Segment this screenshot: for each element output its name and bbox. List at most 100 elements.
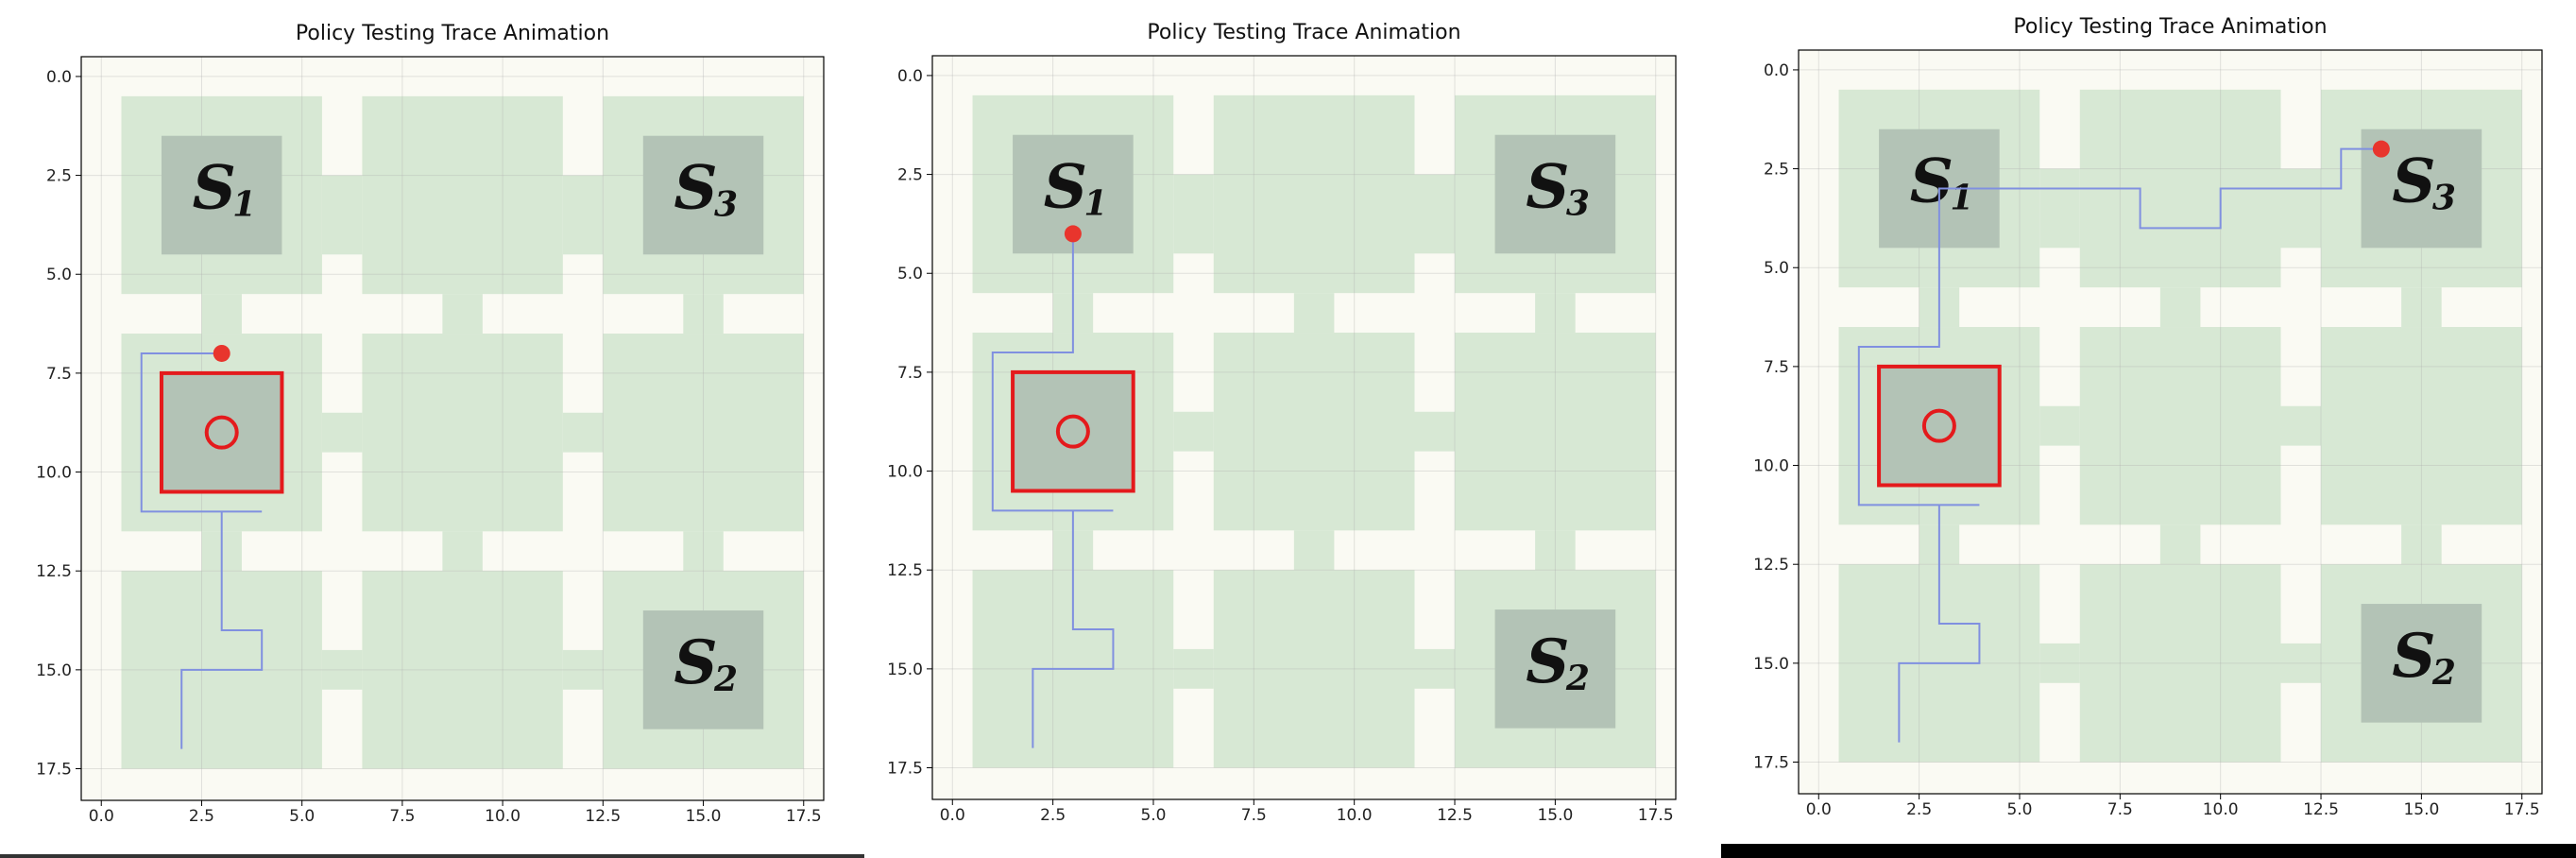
room-5 (2079, 327, 2281, 525)
door-12 (683, 531, 724, 572)
y-tick-label: 7.5 (46, 365, 72, 384)
y-tick-label: 17.5 (887, 760, 923, 779)
room-6 (1455, 333, 1656, 531)
room-8 (362, 571, 563, 769)
y-tick-label: 0.0 (46, 68, 72, 87)
y-tick-label: 2.5 (897, 166, 923, 185)
region-s2 (642, 610, 764, 729)
door-5 (321, 649, 363, 690)
region-s2 (2361, 604, 2482, 723)
chart-panel-3: S 1 S 3 S 2 0.0 2.5 5.0 7.5 10.0 12.5 15.0 17.5 0.0 2.5… (1721, 0, 2576, 858)
region-highlight-box (1877, 364, 2002, 488)
region-glyph-s3: S (1526, 152, 1569, 223)
door-11 (442, 531, 483, 572)
y-tick-label: 12.5 (887, 561, 923, 580)
door-8 (442, 294, 483, 335)
trace-line (991, 233, 1115, 748)
region-highlight-box (159, 370, 284, 494)
region-s3 (1494, 134, 1616, 254)
door-4 (1414, 411, 1456, 452)
x-tick-label: 7.5 (2107, 800, 2133, 819)
x-tick-label: 2.5 (189, 807, 214, 826)
room-2 (362, 95, 563, 295)
region-glyph-subscript: 1 (232, 185, 256, 225)
x-tick-label: 7.5 (1241, 806, 1267, 825)
chart-title: Policy Testing Trace Animation (1147, 21, 1460, 44)
x-tick-label: 12.5 (1437, 806, 1473, 825)
agent-marker (1064, 225, 1082, 243)
x-tick-label: 15.0 (686, 807, 722, 826)
region-glyph-subscript: 3 (714, 185, 738, 225)
region-s2 (1494, 609, 1616, 729)
door-6 (2280, 643, 2322, 683)
obstacle-glyph (1921, 408, 1956, 443)
region-glyph-s2: S (1526, 626, 1569, 697)
y-tick-label: 15.0 (1753, 655, 1789, 674)
region-glyph-subscript: 2 (713, 660, 738, 699)
agent-marker (2372, 140, 2390, 158)
bottom-border-1 (0, 854, 864, 858)
axes-frame (80, 56, 825, 801)
door-8 (2159, 287, 2201, 328)
x-tick-label: 5.0 (2006, 800, 2032, 819)
region-glyph-s2: S (674, 627, 717, 698)
region-glyph-s3: S (674, 153, 717, 224)
door-6 (562, 649, 604, 690)
y-tick-label: 5.0 (897, 265, 923, 283)
door-4 (2280, 405, 2322, 446)
region-o (1879, 366, 2000, 486)
room-5 (362, 334, 563, 532)
region-glyph-s3: S (2392, 146, 2435, 217)
x-tick-label: 15.0 (2403, 800, 2439, 819)
door-2 (562, 175, 604, 255)
x-tick-label: 5.0 (289, 807, 315, 826)
door-9 (683, 294, 724, 335)
door-2 (2280, 168, 2322, 249)
region-s3 (642, 135, 764, 255)
door-8 (1293, 293, 1335, 334)
door-1 (1173, 174, 1214, 254)
region-glyph-s1: S (1910, 146, 1953, 217)
agent-marker (213, 344, 230, 362)
x-tick-label: 17.5 (1638, 806, 1674, 825)
door-9 (1535, 293, 1576, 334)
region-highlight-box (1011, 369, 1135, 493)
region-glyph-s1: S (1044, 152, 1087, 223)
x-tick-label: 10.0 (2203, 800, 2239, 819)
y-tick-label: 5.0 (46, 266, 72, 284)
door-1 (2039, 168, 2080, 249)
region-glyph-subscript: 1 (1083, 184, 1107, 224)
chart-title: Policy Testing Trace Animation (2013, 15, 2327, 39)
y-tick-label: 7.5 (1764, 358, 1789, 377)
y-tick-label: 5.0 (1764, 259, 1789, 278)
chart-panel-2: S 1 S 3 S 2 0.0 2.5 5.0 7.5 10.0 12.5 15.0 17.5 0.0 2.5… (862, 0, 1721, 858)
x-tick-label: 15.0 (1537, 806, 1573, 825)
x-tick-label: 10.0 (1337, 806, 1373, 825)
trace-line (140, 352, 264, 749)
y-tick-label: 0.0 (897, 67, 923, 86)
x-tick-label: 0.0 (940, 806, 965, 825)
region-glyph-subscript: 3 (1566, 184, 1590, 224)
obstacle-glyph (1055, 414, 1090, 449)
y-tick-label: 2.5 (46, 167, 72, 186)
x-tick-label: 10.0 (485, 807, 520, 826)
room-8 (2079, 564, 2281, 763)
door-5 (1173, 648, 1214, 689)
door-4 (562, 412, 604, 453)
door-12 (2401, 524, 2442, 565)
region-glyph-subscript: 3 (2432, 179, 2456, 218)
x-tick-label: 0.0 (89, 807, 114, 826)
x-tick-label: 17.5 (2504, 800, 2540, 819)
door-2 (1414, 174, 1456, 254)
door-3 (2039, 405, 2080, 446)
y-tick-label: 10.0 (1753, 457, 1789, 476)
axes-frame (1798, 49, 2543, 795)
x-tick-label: 7.5 (389, 807, 415, 826)
y-tick-label: 10.0 (36, 464, 72, 483)
y-tick-label: 17.5 (36, 761, 72, 780)
region-glyph-subscript: 1 (1950, 179, 1973, 218)
y-tick-label: 12.5 (36, 562, 72, 581)
